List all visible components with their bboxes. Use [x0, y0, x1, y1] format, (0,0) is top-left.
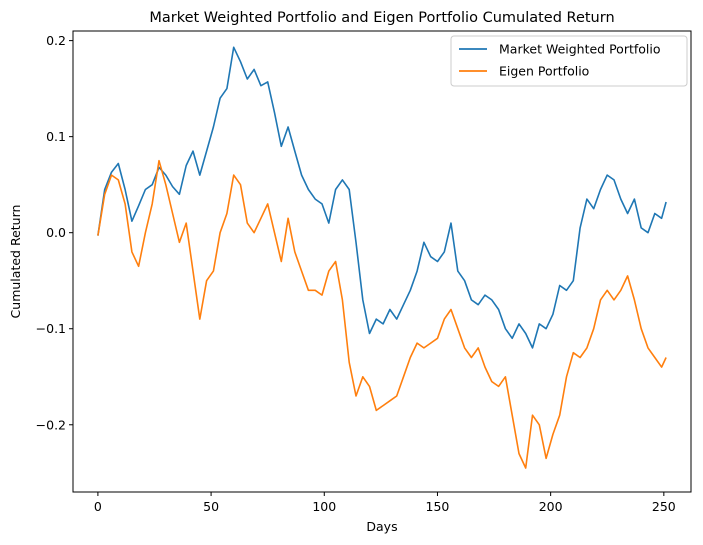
y-axis: −0.2 −0.1 0.0 0.1 0.2 — [36, 33, 73, 432]
legend: Market Weighted Portfolio Eigen Portfolio — [450, 35, 688, 87]
legend-box — [450, 35, 688, 87]
y-axis-label: Cumulated Return — [8, 205, 23, 319]
plot-frame — [72, 30, 692, 493]
series-line-1 — [97, 46, 667, 349]
x-tick-label: 0 — [94, 499, 102, 514]
x-axis-label: Days — [366, 519, 397, 534]
y-tick-label: 0.0 — [46, 225, 66, 240]
x-axis: 0 50 100 150 200 250 — [94, 492, 676, 514]
x-tick-label: 200 — [539, 499, 563, 514]
series-line-2 — [97, 159, 667, 469]
legend-label-1: Market Weighted Portfolio — [499, 42, 661, 57]
x-tick-label: 250 — [652, 499, 676, 514]
series-layer — [97, 46, 667, 469]
y-tick-label: 0.1 — [46, 129, 66, 144]
legend-label-2: Eigen Portfolio — [499, 64, 589, 79]
chart-title: Market Weighted Portfolio and Eigen Port… — [149, 10, 614, 26]
plot-area — [72, 30, 692, 493]
y-tick-label: −0.1 — [36, 321, 66, 336]
y-tick-label: 0.2 — [46, 33, 66, 48]
x-tick-label: 50 — [203, 499, 219, 514]
y-tick-label: −0.2 — [36, 417, 66, 432]
x-tick-label: 150 — [426, 499, 450, 514]
x-tick-label: 100 — [312, 499, 336, 514]
